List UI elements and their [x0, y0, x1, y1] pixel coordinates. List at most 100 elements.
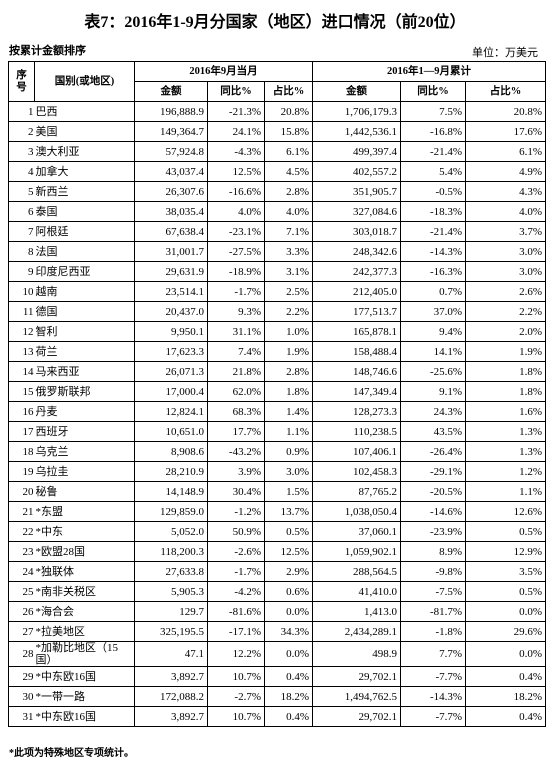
cell-value: 2,434,289.1 [312, 621, 402, 642]
cell-value: 196,888.9 [134, 101, 208, 122]
cell-value: 1,442,536.1 [312, 121, 402, 142]
cell-value: 20,437.0 [134, 301, 208, 322]
country: 智利 [34, 321, 135, 342]
cell-value: 38,035.4 [134, 201, 208, 222]
table-row: 19 乌拉圭 28,210.9 3.9% 3.0% 102,458.3 -29.1% 1.2% [8, 461, 547, 482]
table-row: 9 印度尼西亚 29,631.9 -18.9% 3.1% 242,377.3 -16.3% 3… [8, 261, 547, 282]
cell-value: 3.0% [465, 261, 547, 282]
table-row: 5 新西兰 26,307.6 -16.6% 2.8% 351,905.7 -0.5% 4.3% [8, 181, 547, 202]
header-sub: 同比% [207, 81, 265, 102]
cell-value: 2.9% [263, 561, 314, 582]
cell-value: 0.4% [465, 706, 547, 727]
cell-value: -4.3% [207, 141, 265, 162]
cell-value: 7.5% [400, 101, 467, 122]
cell-value: 107,406.1 [312, 441, 402, 462]
country: 新西兰 [34, 181, 135, 202]
cell-value: 12.5% [263, 541, 314, 562]
table-row: 8 法国 31,001.7 -27.5% 3.3% 248,342.6 -14.3% 3.0% [8, 241, 547, 262]
table-row: 21 *东盟 129,859.0 -1.2% 13.7% 1,038,050.4 -14.6… [8, 501, 547, 522]
footnote: *此项为特殊地区专项统计。 [9, 748, 134, 759]
cell-value: -16.8% [400, 121, 467, 142]
row-number: 11 [8, 301, 35, 322]
unit: 单位：万美元 [472, 47, 538, 59]
cell-value: -4.2% [207, 581, 265, 602]
country: 法国 [34, 241, 135, 262]
cell-value: -17.1% [207, 621, 265, 642]
cell-value: 1,494,762.5 [312, 686, 402, 707]
sort-note: 按累计金额排序 [9, 45, 86, 57]
cell-value: 9.3% [207, 301, 265, 322]
cell-value: 177,513.7 [312, 301, 402, 322]
cell-value: 0.6% [263, 581, 314, 602]
cell-value: 4.3% [465, 181, 547, 202]
cell-value: 3,892.7 [134, 666, 208, 687]
table-row: 4 加拿大 43,037.4 12.5% 4.5% 402,557.2 5.4% 4.9% [8, 161, 547, 182]
cell-value: 2.2% [263, 301, 314, 322]
cell-value: -14.3% [400, 241, 467, 262]
country: *拉美地区 [34, 621, 135, 642]
country: 秘鲁 [34, 481, 135, 502]
cell-value: 62.0% [207, 381, 265, 402]
cell-value: 0.4% [465, 666, 547, 687]
row-number: 25 [8, 581, 35, 602]
cell-value: 0.0% [465, 641, 547, 667]
country: 德国 [34, 301, 135, 322]
row-number: 22 [8, 521, 35, 542]
cell-value: -16.6% [207, 181, 265, 202]
cell-value: 0.5% [465, 581, 547, 602]
cell-value: 4.9% [465, 161, 547, 182]
country: 澳大利亚 [34, 141, 135, 162]
cell-value: 20.8% [465, 101, 547, 122]
cell-value: -16.3% [400, 261, 467, 282]
cell-value: -7.5% [400, 581, 467, 602]
cell-value: -21.3% [207, 101, 265, 122]
cell-value: 0.9% [263, 441, 314, 462]
row-number: 28 [8, 641, 35, 667]
cell-value: -1.8% [400, 621, 467, 642]
cell-value: 7.7% [400, 641, 467, 667]
cell-value: 0.0% [263, 641, 314, 667]
table-row: 14 马来西亚 26,071.3 21.8% 2.8% 148,746.6 -25.6% 1.… [8, 361, 547, 382]
cell-value: 1.3% [465, 441, 547, 462]
country: 巴西 [34, 101, 135, 122]
row-number: 27 [8, 621, 35, 642]
row-number: 6 [8, 201, 35, 222]
cell-value: 1.8% [465, 381, 547, 402]
table-row: 31 *中东欧16国 3,892.7 10.7% 0.4% 29,702.1 -7.7% 0.… [8, 706, 547, 727]
cell-value: 13.7% [263, 501, 314, 522]
cell-value: 9.1% [400, 381, 467, 402]
table-row: 28 *加勒比地区（15国） 47.1 12.2% 0.0% 498.9 7.7% 0.0% [8, 641, 547, 667]
cell-value: 3.9% [207, 461, 265, 482]
cell-value: 37.0% [400, 301, 467, 322]
cell-value: -23.9% [400, 521, 467, 542]
cell-value: 7.1% [263, 221, 314, 242]
country: *加勒比地区（15国） [34, 641, 135, 667]
cell-value: -7.7% [400, 666, 467, 687]
cell-value: 50.9% [207, 521, 265, 542]
row-number: 8 [8, 241, 35, 262]
cell-value: 128,273.3 [312, 401, 402, 422]
row-number: 2 [8, 121, 35, 142]
cell-value: 17,623.3 [134, 341, 208, 362]
cell-value: 402,557.2 [312, 161, 402, 182]
table-row: 16 丹麦 12,824.1 68.3% 1.4% 128,273.3 24.3% 1.6% [8, 401, 547, 422]
cell-value: 147,349.4 [312, 381, 402, 402]
cell-value: -29.1% [400, 461, 467, 482]
cell-value: 1,059,902.1 [312, 541, 402, 562]
cell-value: 26,071.3 [134, 361, 208, 382]
cell-value: -2.7% [207, 686, 265, 707]
cell-value: 18.2% [263, 686, 314, 707]
header-sub: 金额 [312, 81, 402, 102]
cell-value: -20.5% [400, 481, 467, 502]
row-number: 31 [8, 706, 35, 727]
cell-value: 10.7% [207, 666, 265, 687]
cell-value: 0.0% [263, 601, 314, 622]
cell-value: 242,377.3 [312, 261, 402, 282]
cell-value: 23,514.1 [134, 281, 208, 302]
cell-value: 1,038,050.4 [312, 501, 402, 522]
row-number: 18 [8, 441, 35, 462]
cell-value: 24.1% [207, 121, 265, 142]
cell-value: 0.4% [263, 706, 314, 727]
cell-value: 3.0% [263, 461, 314, 482]
